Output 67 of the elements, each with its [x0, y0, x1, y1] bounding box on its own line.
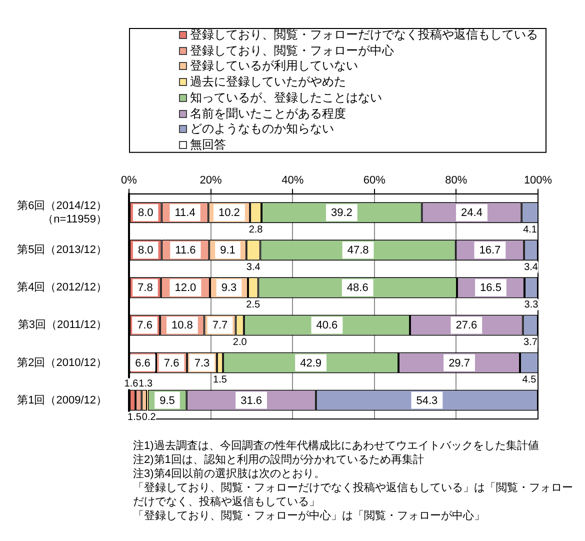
data-label: 47.8: [347, 244, 369, 257]
data-label: 7.6: [164, 357, 180, 370]
data-label: 12.0: [174, 282, 196, 294]
data-label: 10.8: [171, 320, 193, 332]
data-label: 8.0: [138, 244, 154, 257]
data-label: 0.2: [142, 412, 156, 423]
data-label: 7.6: [137, 320, 152, 332]
x-tick-label: 60%: [363, 174, 386, 186]
y-tick-label: 第5回（2013/12）: [17, 244, 107, 256]
data-label: 48.6: [346, 282, 368, 294]
legend-label: 知っているが、登録したことはない: [190, 90, 382, 104]
data-label: 7.8: [138, 282, 153, 294]
data-label: 42.9: [300, 357, 322, 370]
x-tick-label: 0%: [121, 174, 138, 186]
data-label: 8.0: [138, 207, 154, 220]
data-label: 9.3: [221, 282, 237, 294]
data-label: 31.6: [240, 394, 262, 407]
data-label: 40.6: [316, 320, 338, 332]
legend-label: 登録しており、閲覧・フォローが中心: [190, 43, 394, 58]
data-label: 1.5: [213, 374, 228, 386]
data-label: 54.3: [416, 394, 438, 407]
data-label: 9.5: [160, 394, 175, 407]
data-label: 2.0: [232, 336, 248, 348]
data-label: 11.4: [174, 207, 196, 220]
legend-label: 過去に登録していたがやめた: [190, 74, 346, 88]
legend-label: 無回答: [190, 137, 226, 152]
x-tick-label: 20%: [200, 174, 222, 186]
y-tick-label: 第4回（2012/12）: [17, 282, 107, 294]
data-label: 16.7: [479, 244, 501, 257]
text: 注1)過去調査は、今回調査の性年代構成比にあわせてウエイトバックをした集計値: [133, 439, 539, 452]
data-label: 3.4: [246, 262, 261, 273]
data-label: 24.4: [461, 207, 482, 220]
data-label: 2.5: [246, 299, 261, 310]
data-label: 29.7: [448, 357, 470, 370]
x-tick-label: 100%: [524, 174, 552, 186]
legend-label: 登録しているが利用していない: [190, 58, 358, 72]
data-label: 16.5: [480, 282, 502, 294]
data-label: 3.3: [524, 299, 539, 310]
text: 注2)第1回は、認知と利用の設問が分かれているため再集計: [133, 453, 424, 466]
data-label: 1.3: [138, 378, 154, 390]
data-label: 4.5: [522, 374, 537, 386]
legend-label: どのようなものか知らない: [190, 121, 334, 136]
data-label: 2.8: [248, 224, 264, 236]
data-label: 3.7: [523, 336, 538, 348]
y-tick-label: 第3回（2011/12）: [18, 319, 107, 332]
data-label: 1.5: [128, 412, 142, 423]
y-tick-label: 第1回（2009/12）: [17, 394, 107, 406]
data-label: 39.2: [330, 207, 352, 220]
text: 注3)第4回以前の選択肢は次のとおり。: [133, 467, 325, 480]
y-tick-label: 第6回（2014/12）（n=11959）: [17, 200, 107, 226]
data-label: 11.6: [175, 244, 196, 257]
x-tick-label: 80%: [445, 174, 468, 186]
data-label: 10.2: [218, 207, 240, 220]
text: 「登録しており、閲覧・フォローだけでなく投稿や返信もしている」は「閲覧・フォローだけでなく、投稿や返信もしている」: [133, 481, 573, 508]
data-label: 6.6: [135, 357, 150, 370]
data-label: 4.1: [523, 224, 538, 236]
legend-label: 登録しており、閲覧・フォローだけでなく投稿や返信もしている: [190, 27, 538, 42]
data-label: 9.1: [220, 244, 236, 257]
text: 「登録しており、閲覧・フォローが中心」は「閲覧・フォローが中心」: [133, 509, 485, 522]
data-label: 7.3: [194, 357, 210, 370]
x-tick-label: 40%: [282, 174, 304, 186]
legend-label: 名前を聞いたことがある程度: [190, 106, 346, 120]
y-tick-label: 第2回（2010/12）: [17, 356, 107, 369]
data-label: 3.4: [524, 262, 538, 273]
data-label: 7.7: [212, 320, 228, 332]
data-label: 27.6: [456, 320, 478, 332]
data-label: 1.6: [124, 378, 139, 390]
